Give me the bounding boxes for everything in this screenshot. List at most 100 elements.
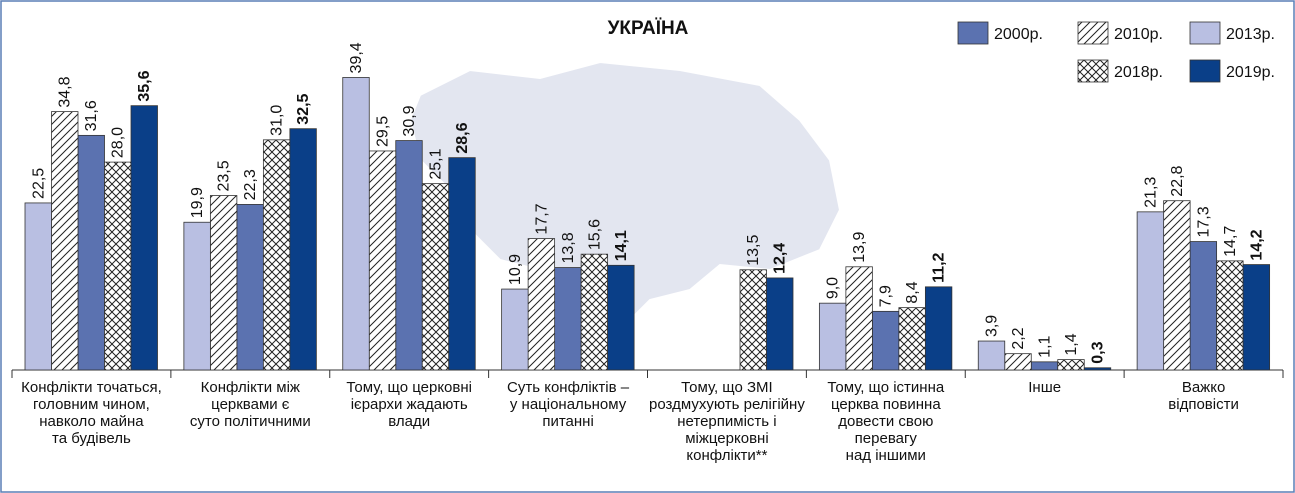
- value-label: 32,5: [295, 93, 312, 124]
- legend-label: 2013р.: [1226, 26, 1275, 43]
- x-tick-label-line: довести свою: [838, 413, 933, 430]
- bar: [289, 128, 317, 371]
- bar: [421, 183, 450, 371]
- legend-swatch: [1077, 59, 1109, 83]
- bar: [24, 202, 52, 371]
- value-label: 1,4: [1063, 333, 1080, 355]
- x-tick-label-line: питанні: [542, 413, 593, 430]
- x-tick-label: Інше: [1028, 379, 1061, 396]
- x-tick-label-line: Інше: [1028, 379, 1061, 396]
- x-tick-label: Тому, що ЗМІ роздмухують релігійну нетерпи…: [649, 379, 805, 464]
- value-label: 8,4: [904, 281, 921, 303]
- bar: [209, 195, 238, 371]
- bar: [977, 340, 1006, 371]
- value-label: 15,6: [586, 219, 603, 250]
- legend-label: 2010р.: [1114, 26, 1163, 43]
- x-tick-label-line: відповісти: [1168, 396, 1239, 413]
- x-tick-label-line: у національному: [510, 396, 627, 413]
- bar: [1163, 200, 1191, 371]
- bar: [607, 264, 635, 371]
- x-tick-label-line: роздмухують релігійну: [649, 396, 805, 413]
- bar: [1004, 353, 1032, 371]
- bar: [104, 161, 132, 371]
- value-label: 28,6: [454, 122, 471, 153]
- x-tick-label-line: церквами є: [211, 396, 290, 413]
- legend-label: 2018р.: [1114, 64, 1163, 81]
- bar: [262, 139, 291, 371]
- value-label: 19,9: [189, 187, 206, 218]
- bar: [342, 77, 370, 371]
- x-tick-label-line: конфлікти**: [686, 447, 767, 464]
- value-label: 14,2: [1248, 229, 1265, 260]
- value-label: 23,5: [216, 160, 233, 191]
- legend-swatch: [1077, 21, 1109, 45]
- value-label: 21,3: [1142, 177, 1159, 208]
- x-tick-label-line: нетерпимість і: [677, 413, 776, 430]
- bar: [395, 140, 423, 371]
- x-tick-label-line: та будівель: [52, 430, 131, 447]
- bar: [1189, 241, 1218, 371]
- value-label: 22,5: [30, 168, 47, 199]
- bar: [554, 267, 582, 371]
- bar: [845, 266, 873, 371]
- value-label: 9,0: [825, 277, 842, 299]
- value-label: 0,3: [1090, 341, 1107, 363]
- x-tick-label-line: Важко: [1182, 379, 1225, 396]
- bar: [924, 286, 953, 371]
- value-label: 39,4: [348, 42, 365, 73]
- x-tick-label-line: Тому, що істинна: [827, 379, 944, 396]
- bar: [236, 204, 264, 371]
- x-tick-label-line: влади: [388, 413, 430, 430]
- bar: [871, 310, 900, 371]
- bar: [1083, 367, 1112, 371]
- legend-label: 2019р.: [1226, 64, 1275, 81]
- bar: [739, 269, 767, 371]
- bar: [1242, 264, 1271, 371]
- value-label: 34,8: [57, 76, 74, 107]
- value-label: 25,1: [428, 148, 445, 179]
- value-label: 14,7: [1222, 226, 1239, 257]
- value-label: 3,9: [984, 315, 1001, 337]
- bar: [1030, 361, 1059, 371]
- value-label: 11,2: [931, 252, 948, 282]
- bar: [766, 277, 794, 371]
- x-tick-label-line: суто політичними: [190, 413, 311, 430]
- value-label: 30,9: [401, 105, 418, 136]
- value-label: 17,7: [533, 203, 550, 234]
- bar: [183, 221, 211, 371]
- x-tick-label-line: Суть конфліктів –: [507, 379, 630, 396]
- value-label: 2,2: [1010, 327, 1027, 349]
- bar: [818, 302, 847, 371]
- x-tick-label-line: навколо майна: [39, 413, 144, 430]
- x-tick-label-line: Тому, що ЗМІ: [681, 379, 773, 396]
- value-label: 14,1: [613, 230, 630, 261]
- bar: [77, 134, 105, 371]
- bar: [898, 307, 926, 371]
- x-tick-label-line: міжцерковні: [685, 430, 768, 447]
- value-label: 29,5: [375, 116, 392, 147]
- bar: [1216, 260, 1244, 371]
- x-tick-label-line: церква повинна: [831, 396, 941, 413]
- x-tick-label: Важко відповісти: [1168, 379, 1239, 413]
- bar: [51, 111, 79, 371]
- value-label: 12,4: [772, 243, 789, 274]
- value-label: 31,0: [269, 105, 286, 136]
- chart-title: УКРАЇНА: [608, 18, 689, 39]
- x-tick-label-line: Тому, що церковні: [346, 379, 472, 396]
- value-label: 31,6: [83, 100, 100, 131]
- bar: [130, 105, 158, 371]
- value-label: 13,5: [745, 235, 762, 266]
- x-tick-label-line: Конфлікти точаться,: [21, 379, 162, 396]
- bar: [501, 288, 529, 371]
- value-label: 35,6: [136, 70, 153, 101]
- bar: [1057, 359, 1085, 371]
- x-tick-label-line: над іншими: [846, 447, 926, 464]
- value-label: 28,0: [110, 127, 127, 158]
- legend-swatch: [957, 21, 989, 45]
- x-tick-label: Конфлікти точаться, головним чином, навкол…: [21, 379, 162, 447]
- value-label: 13,8: [560, 232, 577, 263]
- x-tick-label: Тому, що церковні ієрархи жадають влади: [346, 379, 472, 430]
- bar: [527, 238, 556, 371]
- bar: [1136, 211, 1165, 371]
